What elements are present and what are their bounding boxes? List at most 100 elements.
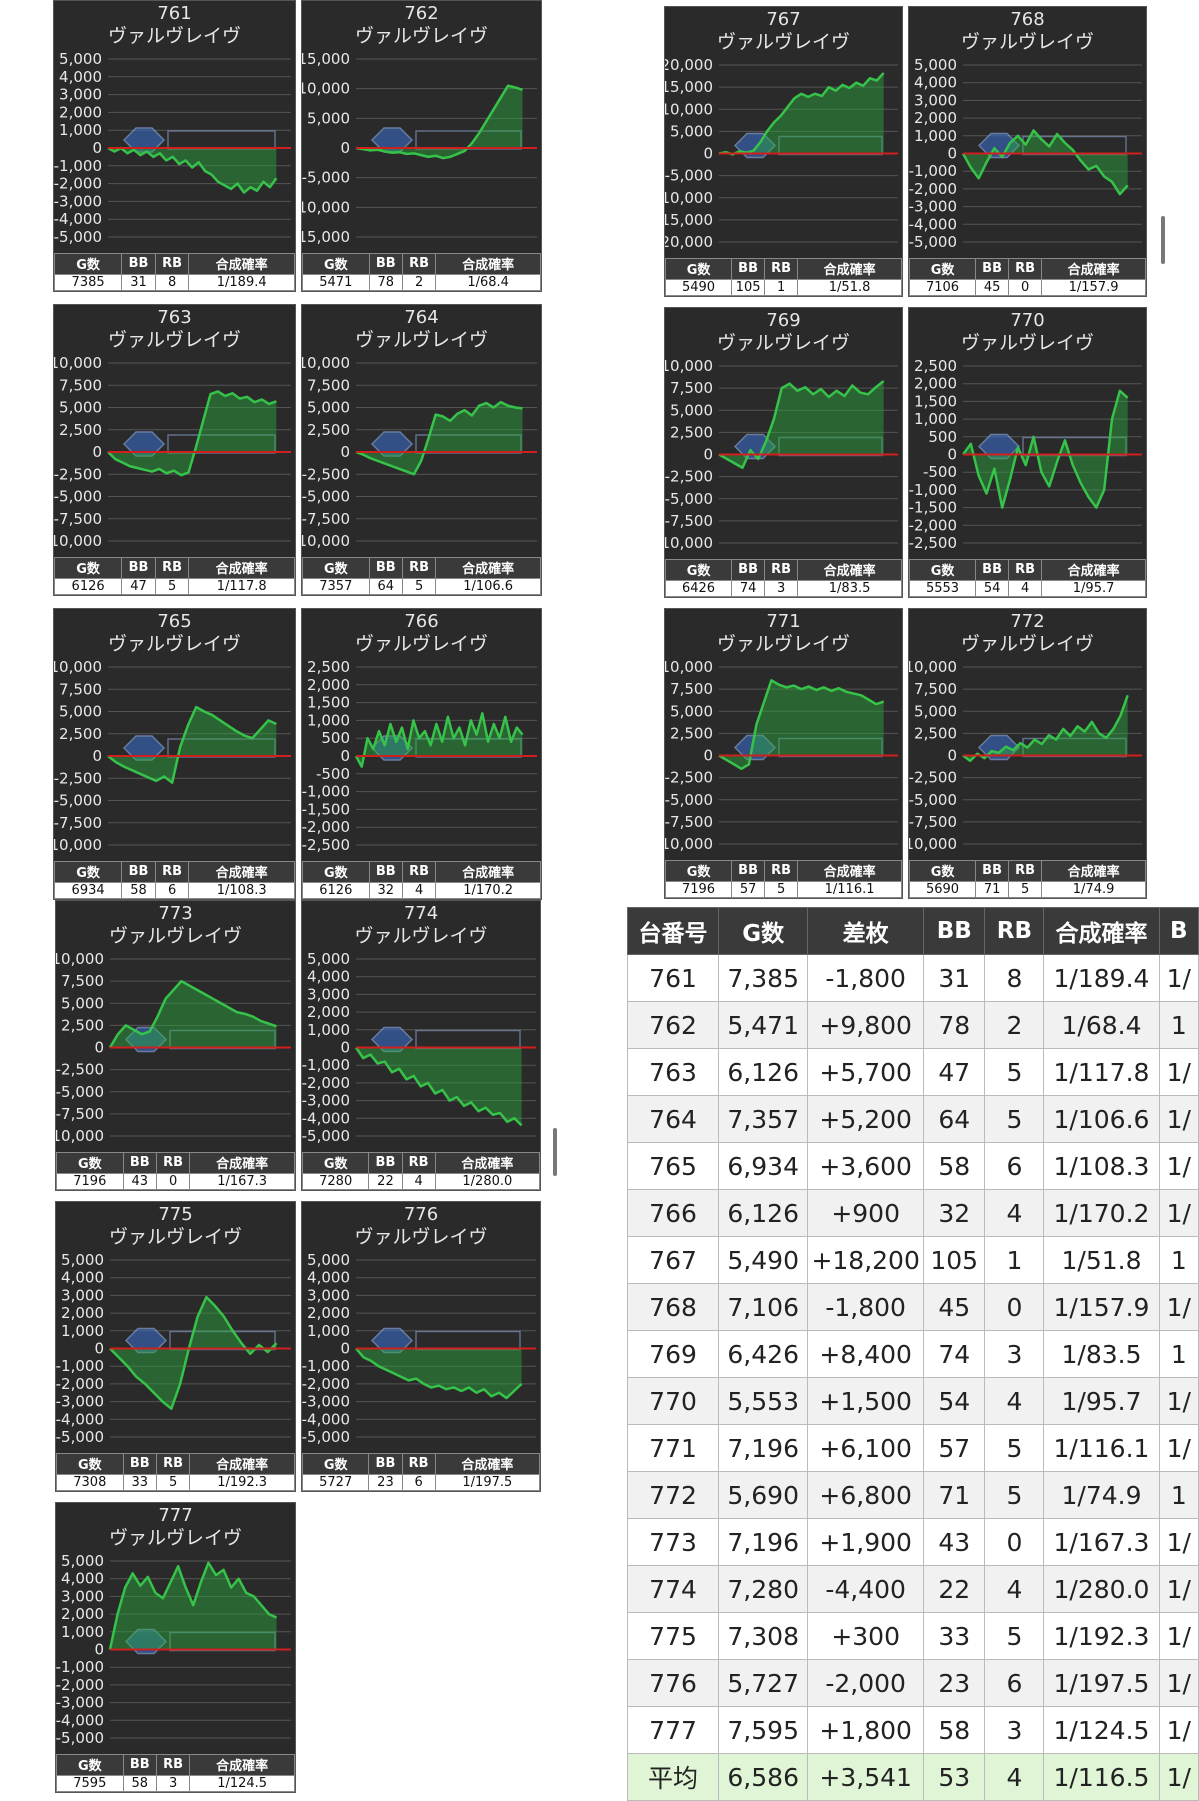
table-row: 771 7,196 +6,100 57 5 1/116.1 1/ bbox=[626, 1424, 1199, 1472]
stats-value: 1/68.4 bbox=[435, 273, 541, 292]
stats-label: G数 bbox=[908, 559, 977, 581]
chart-svg: 5,0004,0003,0002,0001,0000-1,000-2,000-3… bbox=[56, 1552, 291, 1747]
chart-header: 771 ヴァルヴレイヴ bbox=[665, 611, 902, 655]
table-cell: +18,200 bbox=[807, 1236, 925, 1284]
stats-value: 6 bbox=[154, 881, 190, 900]
chart-title: 776 bbox=[403, 1204, 439, 1225]
stats-label: BB bbox=[122, 1152, 157, 1174]
table-cell: -1,800 bbox=[807, 954, 925, 1002]
stats-label: 合成確率 bbox=[797, 559, 902, 581]
table-row: 767 5,490 +18,200 105 1 1/51.8 1 bbox=[626, 1236, 1199, 1284]
stats-table: G数 BB RB 合成確率 7280 22 4 1/280.0 bbox=[301, 1152, 541, 1191]
column-header: RB bbox=[984, 907, 1045, 955]
scrollbar-left[interactable] bbox=[553, 1128, 557, 1176]
table-cell: 1/197.5 bbox=[1043, 1659, 1160, 1707]
y-tick-label: 0 bbox=[340, 747, 350, 765]
chart-subtitle: ヴァルヴレイヴ bbox=[107, 328, 241, 351]
stats-label: 合成確率 bbox=[434, 1453, 541, 1475]
chart-card-763: 763 ヴァルヴレイヴ 10,000 7,500 5,000 2,500 0 -2,500 -5… bbox=[53, 304, 296, 596]
stats-value: 6426 bbox=[664, 579, 733, 598]
table-cell: 6,426 bbox=[718, 1330, 809, 1378]
table-cell: 7,196 bbox=[718, 1518, 809, 1566]
stats-value: 7280 bbox=[301, 1172, 370, 1191]
stats-label: G数 bbox=[908, 860, 977, 882]
chart-svg: 2,5002,0001,5001,0005000-500-1,000-1,500… bbox=[302, 658, 537, 854]
table-cell: 1 bbox=[984, 1236, 1045, 1284]
stats-value: 78 bbox=[368, 273, 403, 292]
chart-svg: 10,000 7,500 5,000 2,500 0 -2,500 -5,000 -7,500… bbox=[54, 658, 291, 854]
y-tick-label: 10,000 bbox=[54, 658, 102, 676]
chart-title: 762 bbox=[404, 3, 439, 24]
stats-label: BB bbox=[975, 559, 1010, 581]
table-cell: 74 bbox=[923, 1330, 986, 1378]
average-cell: 53 bbox=[923, 1753, 986, 1801]
y-tick-label: -5,000 bbox=[54, 792, 102, 810]
table-cell: 5,471 bbox=[718, 1001, 809, 1049]
table-row: 761 7,385 -1,800 31 8 1/189.4 1/ bbox=[626, 954, 1199, 1002]
table-cell: -2,000 bbox=[807, 1659, 925, 1707]
y-tick-label: -2,000 bbox=[909, 180, 957, 198]
y-tick-label: 7,500 bbox=[59, 376, 102, 394]
y-tick-label: -2,500 bbox=[302, 836, 350, 854]
table-cell: 1 bbox=[1158, 1330, 1199, 1378]
stats-label: RB bbox=[1008, 559, 1043, 581]
series-area bbox=[108, 391, 277, 476]
y-tick-label: -5,000 bbox=[56, 1729, 104, 1747]
stats-label: RB bbox=[155, 1754, 191, 1776]
y-tick-label: 0 bbox=[703, 145, 713, 163]
stats-value: 4 bbox=[401, 1172, 436, 1191]
table-cell: 1/68.4 bbox=[1043, 1001, 1160, 1049]
y-tick-label: 0 bbox=[947, 446, 957, 464]
y-tick-label: -5,000 bbox=[665, 167, 713, 185]
table-cell: 1/ bbox=[1158, 1048, 1199, 1096]
stats-value: 5 bbox=[764, 880, 799, 899]
y-tick-label: -2,500 bbox=[54, 769, 102, 787]
y-tick-label: 2,000 bbox=[307, 1304, 350, 1322]
stats-label: RB bbox=[401, 861, 437, 883]
y-tick-label: 500 bbox=[321, 729, 350, 747]
stats-table: G数 BB RB 合成確率 7595 58 3 1/124.5 bbox=[56, 1754, 295, 1793]
stats-label: BB bbox=[731, 559, 766, 581]
chart-header: 772 ヴァルヴレイヴ bbox=[909, 611, 1146, 655]
series-line bbox=[355, 1347, 523, 1400]
stats-label: BB bbox=[122, 1453, 157, 1475]
watermark-logo bbox=[122, 431, 276, 457]
chart-svg: 5,0004,0003,0002,0001,0000-1,000-2,000-3… bbox=[909, 56, 1142, 251]
stats-label: G数 bbox=[56, 1453, 124, 1475]
stats-label: 合成確率 bbox=[1041, 860, 1146, 882]
table-cell: 772 bbox=[626, 1471, 720, 1519]
y-tick-label: -1,000 bbox=[54, 157, 102, 175]
stats-table: G数 BB RB 合成確率 6126 47 5 1/117.8 bbox=[53, 557, 295, 596]
table-cell: 8 bbox=[984, 954, 1045, 1002]
y-tick-label: -4,000 bbox=[302, 1109, 350, 1127]
table-cell: 5 bbox=[984, 1471, 1045, 1519]
table-cell: 1/95.7 bbox=[1043, 1377, 1160, 1425]
y-tick-label: 4,000 bbox=[914, 74, 957, 92]
y-tick-label: -5,000 bbox=[54, 228, 102, 246]
table-cell: 5 bbox=[984, 1048, 1045, 1096]
scrollbar-right[interactable] bbox=[1161, 216, 1165, 264]
series-area bbox=[356, 402, 523, 475]
stats-label: 合成確率 bbox=[435, 253, 541, 275]
stats-label: G数 bbox=[53, 861, 123, 883]
y-tick-label: -7,500 bbox=[56, 1105, 104, 1123]
y-tick-label: 5,000 bbox=[59, 703, 102, 721]
stats-value: 5 bbox=[154, 577, 190, 596]
table-cell: 54 bbox=[923, 1377, 986, 1425]
y-tick-label: 20,000 bbox=[665, 56, 713, 74]
stats-label: 合成確率 bbox=[188, 861, 295, 883]
stats-label: 合成確率 bbox=[188, 557, 295, 579]
chart-svg: 10,000 7,500 5,000 2,500 0 -2,500 -5,000 -7,500… bbox=[56, 950, 291, 1145]
chart-title: 765 bbox=[157, 611, 192, 632]
stats-label: RB bbox=[401, 253, 437, 275]
y-tick-label: 10,000 bbox=[665, 100, 713, 118]
chart-subtitle: ヴァルヴレイヴ bbox=[354, 24, 488, 47]
table-cell: 1/ bbox=[1158, 1659, 1199, 1707]
stats-value: 64 bbox=[368, 577, 403, 596]
chart-header: 769 ヴァルヴレイヴ bbox=[665, 310, 902, 354]
y-tick-label: -10,000 bbox=[909, 835, 957, 853]
table-cell: 71 bbox=[923, 1471, 986, 1519]
chart-header: 768 ヴァルヴレイヴ bbox=[909, 9, 1146, 53]
series-area bbox=[719, 72, 884, 155]
watermark-logo bbox=[122, 735, 276, 761]
